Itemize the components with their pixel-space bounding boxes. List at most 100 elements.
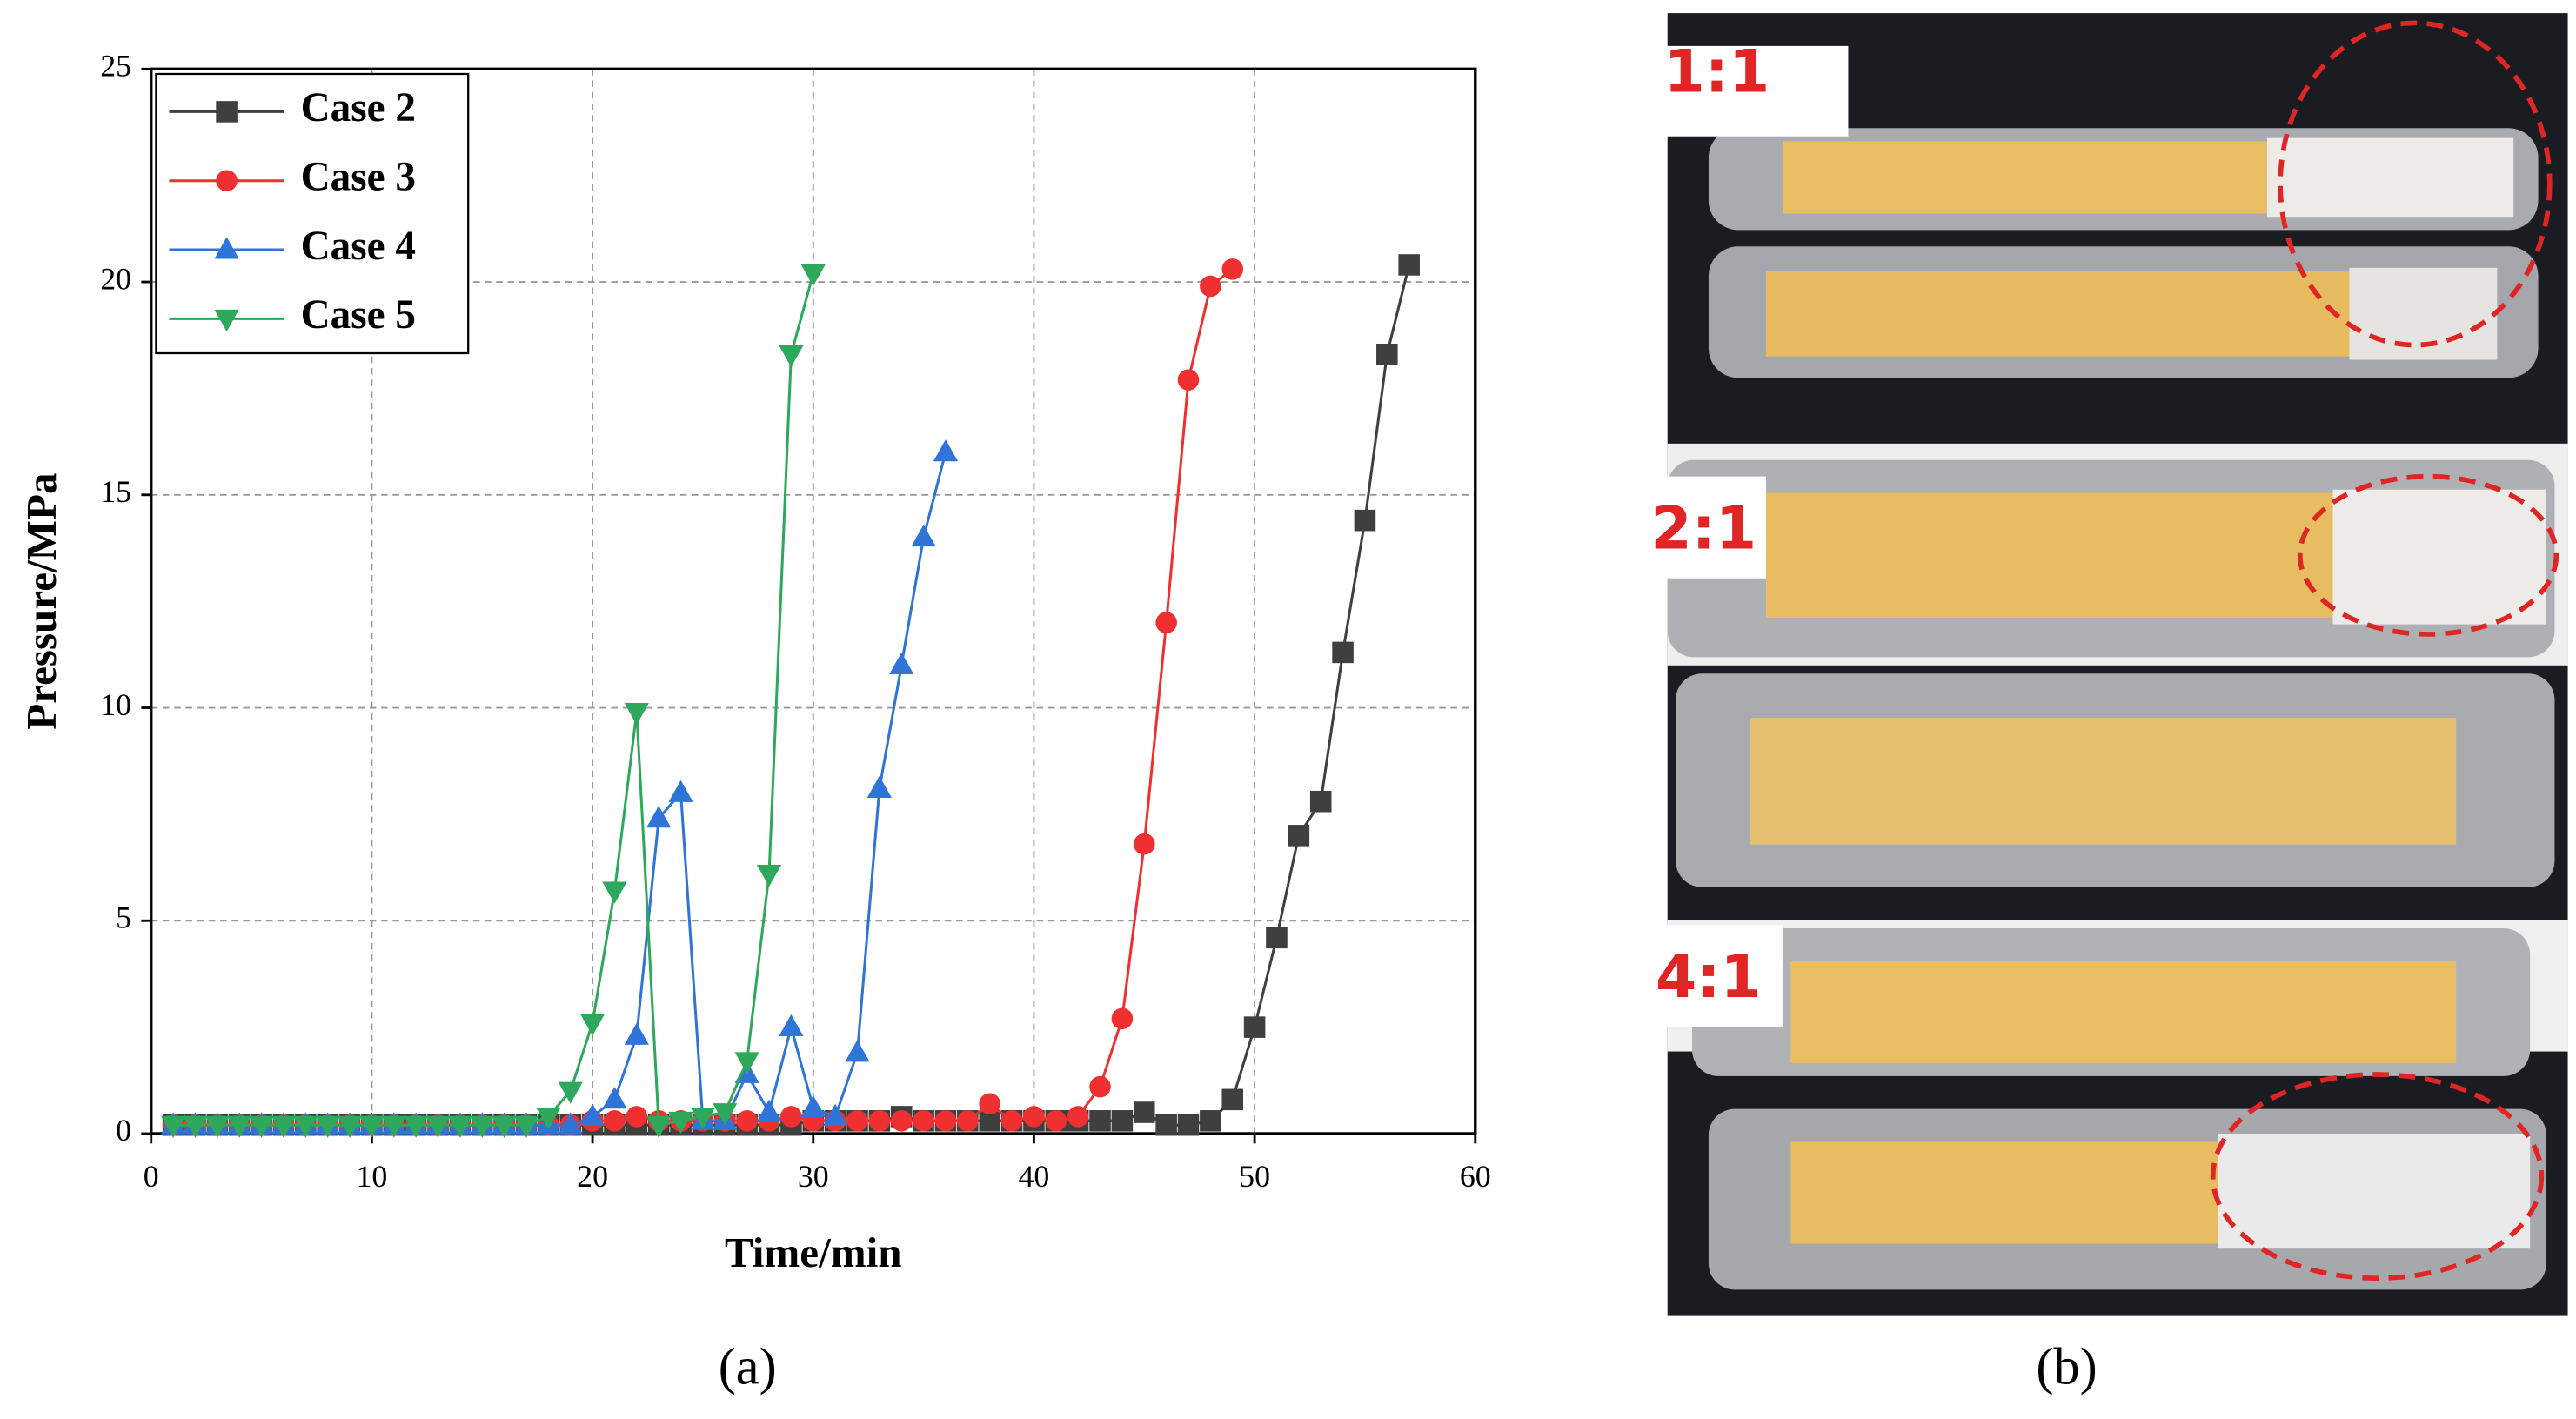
- marker: [690, 1107, 716, 1130]
- marker: [1200, 1110, 1221, 1132]
- marker: [646, 806, 672, 828]
- marker: [1177, 1114, 1200, 1136]
- marker: [889, 652, 914, 675]
- marker: [866, 775, 892, 798]
- photo-3: [1667, 920, 2568, 1290]
- marker: [604, 1110, 626, 1132]
- x-tick-label: 0: [144, 1159, 159, 1194]
- marker: [536, 1107, 561, 1130]
- marker: [271, 1115, 297, 1138]
- marker: [359, 1115, 385, 1138]
- marker: [315, 1115, 340, 1138]
- x-tick-label: 50: [1239, 1159, 1270, 1194]
- legend-label: Case 2: [301, 85, 416, 131]
- photo-label: 4:1: [1656, 943, 1762, 1012]
- marker: [579, 1103, 606, 1126]
- marker: [780, 1106, 802, 1128]
- marker: [846, 1110, 868, 1132]
- legend-label: Case 3: [301, 155, 416, 200]
- marker: [668, 1111, 693, 1135]
- marker: [1309, 790, 1332, 813]
- legend-box: [155, 72, 470, 355]
- marker: [1133, 833, 1155, 855]
- y-tick-label: 0: [116, 1113, 131, 1148]
- marker: [1376, 343, 1398, 365]
- marker: [823, 1103, 848, 1126]
- x-tick-label: 30: [798, 1159, 829, 1194]
- x-tick-label: 20: [577, 1159, 608, 1194]
- marker: [183, 1115, 208, 1138]
- marker: [1089, 1075, 1111, 1098]
- marker: [337, 1115, 363, 1138]
- panel-label: (b): [2036, 1338, 2097, 1396]
- marker: [1111, 1007, 1134, 1030]
- marker: [779, 1014, 804, 1037]
- marker: [1067, 1106, 1089, 1128]
- marker: [1221, 258, 1244, 280]
- y-tick-label: 15: [100, 474, 131, 509]
- photo-label: 2:1: [1650, 494, 1756, 563]
- marker: [756, 864, 782, 887]
- marker: [1243, 1016, 1266, 1038]
- marker: [1000, 1110, 1023, 1132]
- marker: [1089, 1110, 1111, 1132]
- marker: [558, 1081, 583, 1104]
- marker: [1200, 275, 1221, 298]
- marker: [1288, 825, 1310, 847]
- marker: [579, 1014, 606, 1036]
- photo-1: [1708, 20, 2553, 378]
- marker: [293, 1115, 318, 1138]
- marker: [558, 1112, 583, 1135]
- marker: [713, 1103, 738, 1126]
- marker: [756, 1099, 782, 1121]
- marker: [668, 780, 693, 802]
- marker: [624, 1022, 649, 1045]
- x-axis-label: Time/min: [725, 1228, 902, 1276]
- marker: [1221, 1088, 1244, 1111]
- marker: [890, 1110, 913, 1132]
- marker: [1133, 1101, 1155, 1123]
- photo-2: [1667, 443, 2568, 887]
- series-line: [173, 272, 815, 1128]
- label-box: [1593, 476, 1767, 579]
- marker: [1111, 1110, 1134, 1132]
- series-line: [173, 268, 1234, 1127]
- marker: [216, 170, 238, 191]
- marker: [602, 881, 627, 904]
- marker: [913, 1110, 934, 1132]
- marker: [845, 1040, 870, 1062]
- marker: [492, 1115, 517, 1138]
- marker: [624, 702, 649, 726]
- marker: [1045, 1110, 1067, 1132]
- marker: [1266, 927, 1288, 949]
- marker: [1177, 369, 1200, 391]
- marker: [227, 1115, 252, 1138]
- legend-label: Case 4: [301, 224, 416, 269]
- marker: [602, 1087, 627, 1109]
- photo-label: 1:1: [1663, 37, 1770, 106]
- y-axis-label: Pressure/MPa: [17, 472, 65, 729]
- y-tick-label: 25: [100, 49, 131, 84]
- x-tick-label: 40: [1018, 1159, 1049, 1194]
- marker: [447, 1115, 472, 1138]
- marker: [800, 1094, 826, 1118]
- marker: [1354, 509, 1376, 532]
- marker: [214, 309, 239, 332]
- marker: [1155, 612, 1177, 633]
- panel-label: (a): [719, 1338, 777, 1396]
- legend-label: Case 5: [301, 292, 416, 338]
- marker: [160, 1115, 186, 1138]
- marker: [204, 1115, 230, 1138]
- marker: [513, 1115, 539, 1138]
- marker: [979, 1093, 1000, 1114]
- marker: [404, 1115, 429, 1138]
- y-tick-label: 5: [116, 900, 131, 934]
- marker: [646, 1115, 672, 1138]
- y-tick-label: 20: [100, 261, 131, 296]
- marker: [425, 1115, 451, 1138]
- marker: [779, 345, 804, 367]
- label-box: [1593, 925, 1783, 1027]
- x-tick-label: 10: [356, 1159, 387, 1194]
